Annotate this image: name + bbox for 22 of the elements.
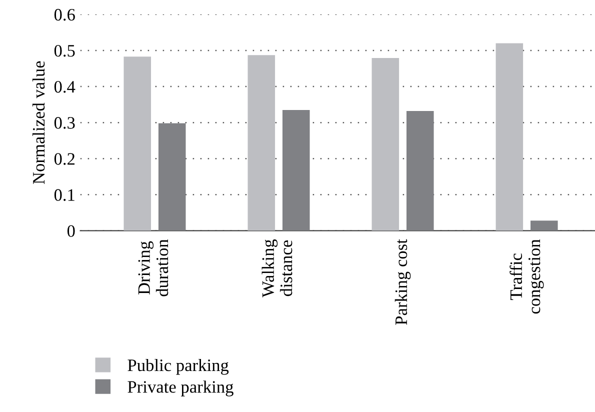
y-tick-label: 0.4	[54, 81, 76, 93]
legend-label: Public parking	[128, 358, 229, 375]
bar	[124, 56, 152, 231]
x-tick-label: Parking cost	[394, 239, 411, 325]
bar	[282, 110, 310, 231]
bar	[496, 43, 524, 231]
y-tick-label: 0	[67, 225, 75, 237]
x-tick-label: Walking distance	[262, 239, 292, 298]
bar	[406, 111, 434, 231]
y-tick-label: 0.5	[54, 44, 75, 57]
y-axis-title: Normalized value	[32, 61, 45, 184]
y-tick-label: 0.3	[54, 117, 75, 129]
x-tick-label: Traffic congestion	[510, 239, 544, 314]
bar	[248, 55, 276, 231]
legend-label: Private parking	[128, 380, 234, 396]
y-tick-label: 0.1	[54, 189, 74, 201]
bar	[372, 58, 400, 231]
y-tick-label: 0.2	[54, 153, 75, 165]
x-tick-label: Driving duration	[138, 239, 168, 296]
bar	[158, 123, 186, 231]
bar	[530, 220, 558, 231]
y-tick-label: 0.6	[54, 8, 75, 21]
